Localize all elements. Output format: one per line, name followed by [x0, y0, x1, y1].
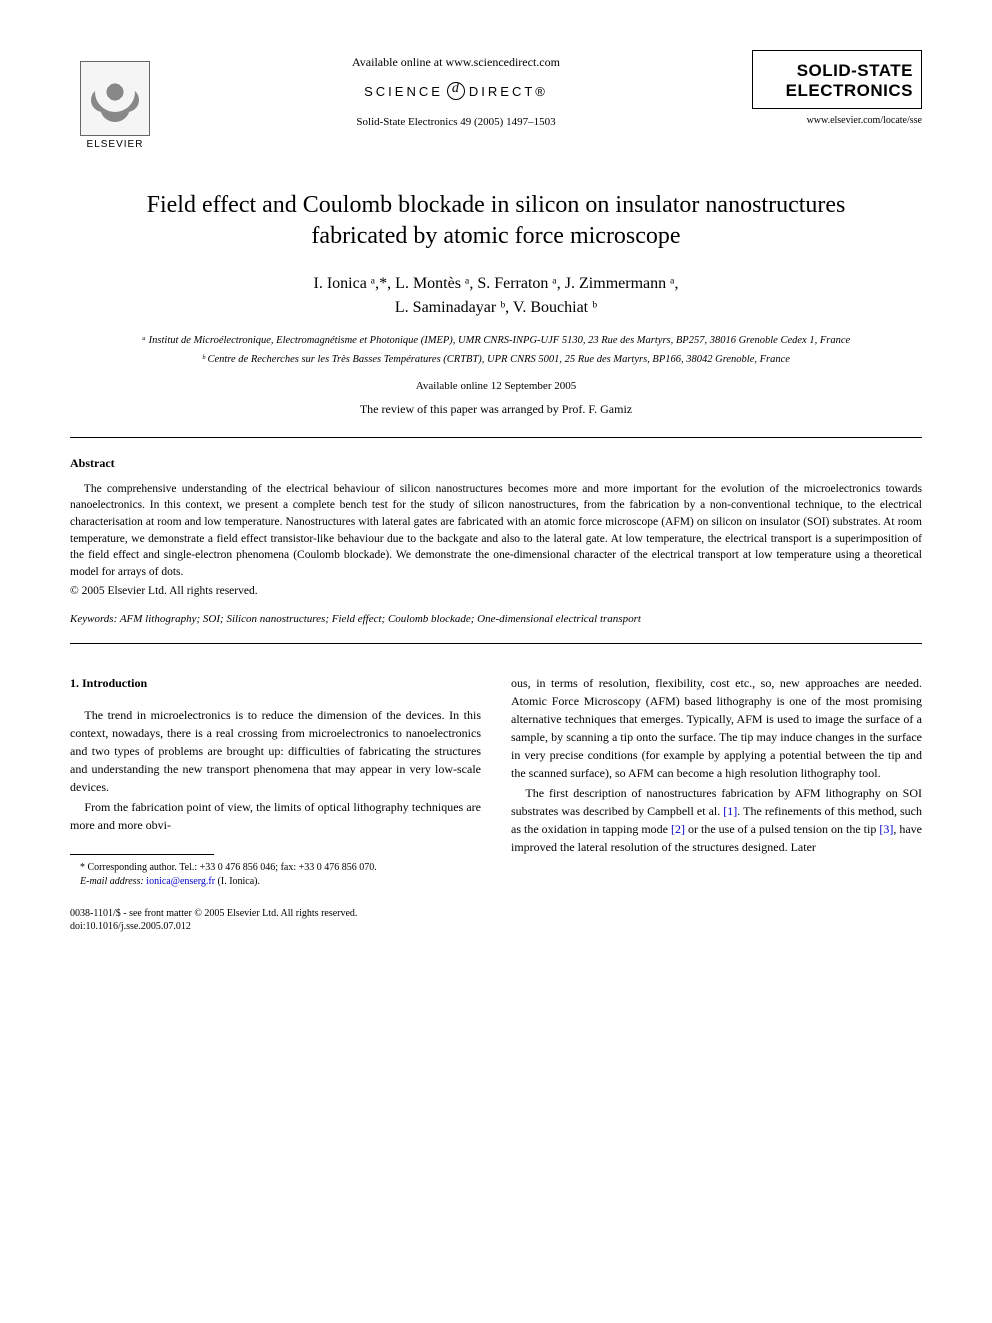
col2-p2-c: or the use of a pulsed tension on the ti… — [685, 822, 879, 836]
col1-para2: From the fabrication point of view, the … — [70, 798, 481, 834]
review-note: The review of this paper was arranged by… — [70, 402, 922, 417]
ref-3-link[interactable]: [3] — [879, 822, 893, 836]
footnote-corresponding: * Corresponding author. Tel.: +33 0 476 … — [70, 861, 481, 875]
col2-para1: ous, in terms of resolution, flexibility… — [511, 674, 922, 782]
section-1-heading: 1. Introduction — [70, 674, 481, 692]
authors: I. Ionica ᵃ,*, L. Montès ᵃ, S. Ferraton … — [70, 272, 922, 320]
affiliation-a: ᵃ Institut de Microélectronique, Electro… — [90, 334, 902, 349]
sd-circle-icon — [447, 82, 465, 100]
doi-line1: 0038-1101/$ - see front matter © 2005 El… — [70, 907, 481, 920]
abstract-heading: Abstract — [70, 456, 922, 471]
publisher-name: ELSEVIER — [87, 139, 144, 150]
journal-name-2: ELECTRONICS — [761, 81, 913, 101]
elsevier-tree-icon — [80, 61, 150, 136]
abstract-text: The comprehensive understanding of the e… — [70, 481, 922, 581]
column-left: 1. Introduction The trend in microelectr… — [70, 674, 481, 933]
footnote-email: E-mail address: ionica@enserg.fr (I. Ion… — [70, 875, 481, 889]
doi-line2: doi:10.1016/j.sse.2005.07.012 — [70, 920, 481, 933]
divider-top — [70, 437, 922, 438]
divider-bottom — [70, 643, 922, 644]
journal-citation: Solid-State Electronics 49 (2005) 1497–1… — [160, 116, 752, 128]
journal-banner-wrap: SOLID-STATE ELECTRONICS www.elsevier.com… — [752, 50, 922, 126]
col1-para1: The trend in microelectronics is to redu… — [70, 706, 481, 796]
authors-line1: I. Ionica ᵃ,*, L. Montès ᵃ, S. Ferraton … — [314, 275, 679, 292]
elsevier-logo: ELSEVIER — [70, 50, 160, 150]
sd-left: SCIENCE — [364, 84, 443, 99]
available-online-text: Available online at www.sciencedirect.co… — [160, 55, 752, 70]
authors-line2: L. Saminadayar ᵇ, V. Bouchiat ᵇ — [395, 299, 597, 316]
copyright: © 2005 Elsevier Ltd. All rights reserved… — [70, 585, 922, 597]
keywords: Keywords: AFM lithography; SOI; Silicon … — [70, 613, 922, 625]
email-label: E-mail address: — [80, 876, 144, 887]
column-right: ous, in terms of resolution, flexibility… — [511, 674, 922, 933]
available-date: Available online 12 September 2005 — [70, 380, 922, 392]
header-center: Available online at www.sciencedirect.co… — [160, 50, 752, 128]
keywords-list: AFM lithography; SOI; Silicon nanostruct… — [120, 613, 641, 625]
journal-name-1: SOLID-STATE — [761, 61, 913, 81]
ref-1-link[interactable]: [1] — [723, 804, 737, 818]
journal-banner: SOLID-STATE ELECTRONICS — [752, 50, 922, 109]
ref-2-link[interactable]: [2] — [671, 822, 685, 836]
sciencedirect-logo: SCIENCE DIRECT® — [364, 82, 548, 100]
col2-para2: The first description of nanostructures … — [511, 784, 922, 856]
article-title: Field effect and Coulomb blockade in sil… — [100, 190, 892, 252]
email-link[interactable]: ionica@enserg.fr — [146, 876, 215, 887]
affiliation-b: ᵇ Centre de Recherches sur les Très Bass… — [90, 353, 902, 368]
email-name: (I. Ionica). — [218, 876, 260, 887]
doi-block: 0038-1101/$ - see front matter © 2005 El… — [70, 907, 481, 933]
footnote-separator — [70, 854, 214, 855]
keywords-label: Keywords: — [70, 613, 117, 625]
header-row: ELSEVIER Available online at www.science… — [70, 50, 922, 150]
journal-url: www.elsevier.com/locate/sse — [752, 115, 922, 126]
body-columns: 1. Introduction The trend in microelectr… — [70, 674, 922, 933]
sd-right: DIRECT® — [469, 84, 548, 99]
